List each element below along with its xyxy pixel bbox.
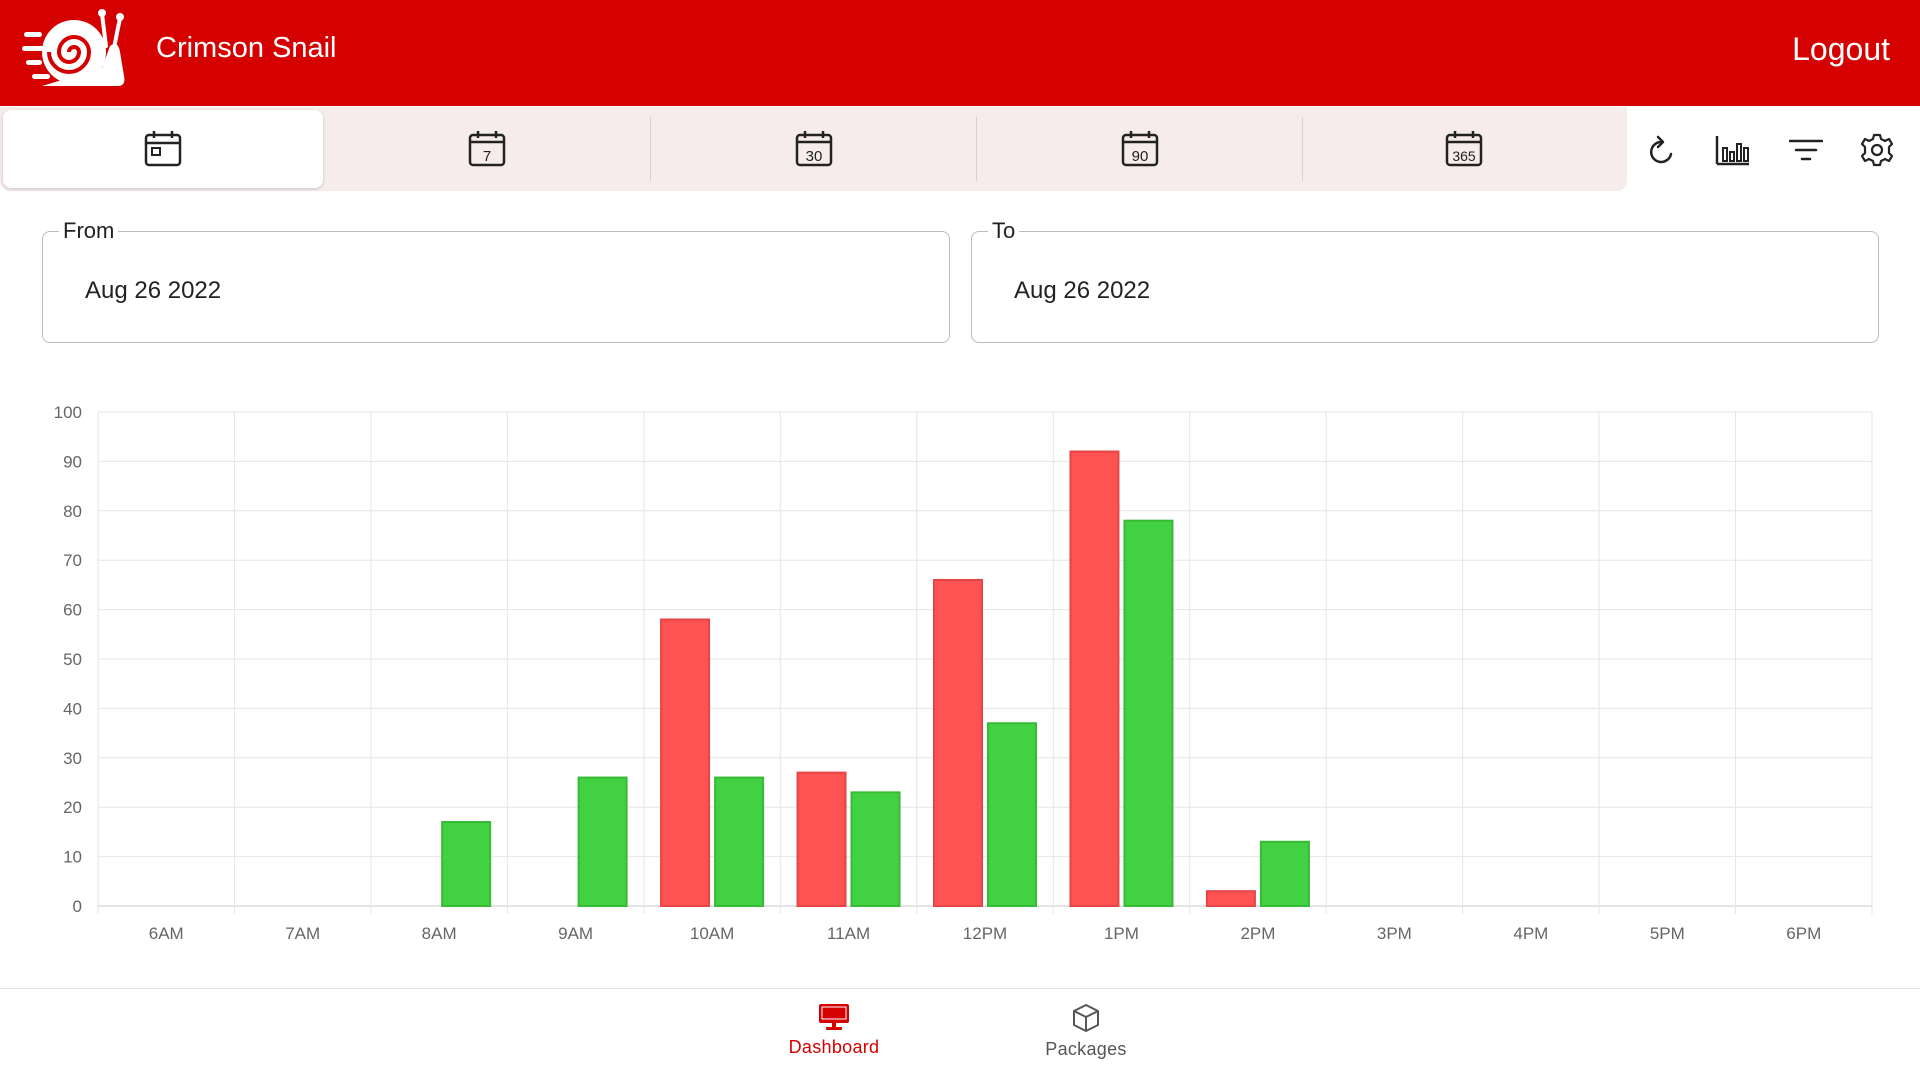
nav-dashboard-label: Dashboard: [788, 1037, 880, 1057]
to-date-field[interactable]: To Aug 26 2022: [971, 218, 1879, 343]
calendar-7-icon: 7: [468, 131, 506, 167]
x-tick-label: 12PM: [963, 924, 1007, 943]
bar-green: [1259, 840, 1310, 907]
bar-red: [796, 771, 847, 907]
calendar-today-icon: [144, 131, 182, 167]
hourly-bar-chart: 0 10 20 30 40 50 60 70 80 90 100 6AM 7AM 8AM 9AM 10AM 11…: [54, 403, 1873, 943]
filter-button[interactable]: [1786, 130, 1826, 170]
y-tick-label: 10: [63, 848, 82, 867]
calendar-365-icon: 365: [1445, 131, 1483, 167]
y-tick-label: 20: [63, 798, 82, 817]
x-tick-label: 9AM: [558, 924, 593, 943]
tab-divider: [976, 117, 977, 181]
filter-icon: [1789, 139, 1823, 161]
x-tick-label: 6AM: [149, 924, 184, 943]
tab-divider: [650, 117, 651, 181]
from-date-field[interactable]: From Aug 26 2022: [42, 218, 950, 343]
tab-90-days[interactable]: 90: [977, 110, 1302, 188]
settings-button[interactable]: [1857, 130, 1897, 170]
bar-green: [1123, 519, 1174, 908]
bar-red: [1069, 450, 1120, 908]
x-tick-label: 6PM: [1786, 924, 1821, 943]
bar-chart-icon: [1715, 136, 1749, 166]
monitor-icon: [819, 1004, 849, 1030]
bar-red: [1205, 890, 1256, 907]
calendar-90-icon: 90: [1121, 131, 1158, 167]
bottom-navigation: Dashboard Packages: [0, 988, 1920, 1073]
y-tick-label: 80: [63, 502, 82, 521]
y-tick-label: 60: [63, 601, 82, 620]
to-label: To: [988, 218, 1020, 244]
snail-logo-icon: [22, 9, 125, 86]
from-date-value[interactable]: Aug 26 2022: [85, 277, 222, 304]
refresh-icon: [1650, 135, 1673, 164]
bar-green: [850, 791, 901, 908]
tab-today[interactable]: [3, 110, 323, 188]
refresh-button[interactable]: [1642, 130, 1682, 170]
tab-7-label: 7: [483, 148, 491, 165]
x-tick-label: 10AM: [690, 924, 734, 943]
y-tick-label: 0: [73, 897, 82, 916]
bar-green: [441, 821, 492, 907]
nav-dashboard[interactable]: Dashboard: [754, 1003, 914, 1058]
calendar-30-icon: 30: [795, 131, 832, 167]
settings-icon: [1860, 133, 1894, 167]
y-tick-label: 50: [63, 650, 82, 669]
package-icon: [1073, 1004, 1099, 1032]
x-tick-label: 2PM: [1240, 924, 1275, 943]
app-header: Crimson Snail Logout: [0, 0, 1920, 106]
app-title: Crimson Snail: [156, 32, 337, 64]
x-tick-label: 11AM: [827, 924, 870, 943]
x-tick-label: 4PM: [1513, 924, 1548, 943]
tab-30-days[interactable]: 30: [651, 110, 976, 188]
tab-365-label: 365: [1452, 148, 1476, 164]
y-tick-label: 30: [63, 749, 82, 768]
y-tick-label: 100: [54, 403, 82, 422]
x-tick-label: 3PM: [1377, 924, 1412, 943]
logout-button[interactable]: Logout: [1792, 31, 1890, 67]
y-tick-label: 90: [63, 452, 82, 471]
bar-green: [987, 722, 1037, 907]
y-tick-label: 70: [63, 551, 82, 570]
bar-red: [660, 618, 711, 907]
bar-green: [714, 776, 765, 907]
tab-7-days[interactable]: 7: [326, 110, 648, 188]
from-label: From: [59, 218, 119, 244]
tab-divider: [1302, 117, 1303, 181]
x-tick-label: 5PM: [1650, 924, 1685, 943]
tab-90-label: 90: [1131, 148, 1148, 165]
y-tick-label: 40: [63, 699, 82, 718]
x-tick-label: 1PM: [1104, 924, 1139, 943]
to-date-value[interactable]: Aug 26 2022: [1014, 277, 1151, 304]
bar-red: [933, 578, 983, 908]
bar-green: [577, 776, 628, 907]
tab-30-label: 30: [805, 148, 822, 165]
x-tick-label: 7AM: [285, 924, 320, 943]
nav-packages[interactable]: Packages: [1006, 1003, 1166, 1060]
tab-365-days[interactable]: 365: [1303, 110, 1625, 188]
date-range-tabs: 7 30 90 365: [0, 107, 1627, 191]
x-tick-label: 8AM: [422, 924, 457, 943]
chart-view-button[interactable]: [1713, 130, 1753, 170]
nav-packages-label: Packages: [1045, 1039, 1127, 1059]
